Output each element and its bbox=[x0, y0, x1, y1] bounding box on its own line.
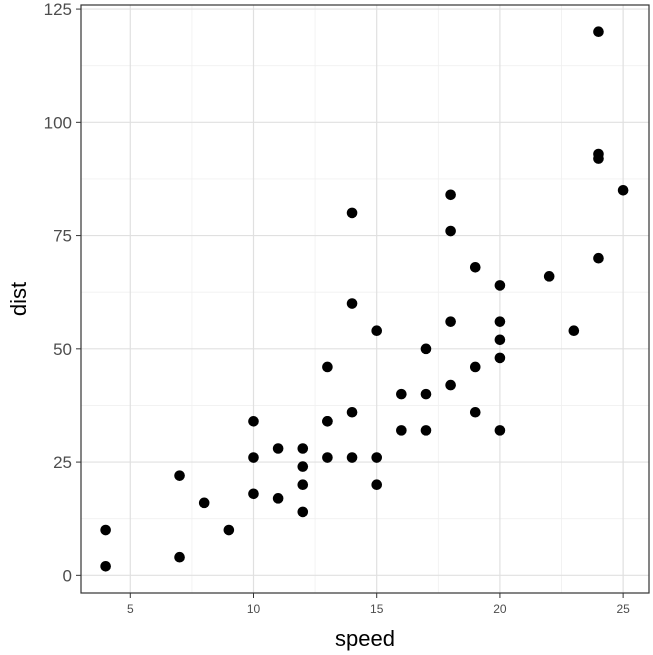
data-point bbox=[297, 479, 309, 491]
panel-border bbox=[80, 4, 650, 594]
data-point bbox=[469, 406, 481, 418]
data-point bbox=[248, 488, 259, 500]
data-point bbox=[494, 352, 506, 364]
data-point bbox=[223, 524, 235, 536]
x-tick-label: 5 bbox=[127, 602, 134, 616]
y-tick-label: 125 bbox=[44, 0, 72, 19]
data-point bbox=[494, 334, 506, 346]
data-point bbox=[445, 379, 456, 391]
data-point bbox=[346, 452, 358, 463]
data-point bbox=[346, 207, 358, 219]
data-point bbox=[617, 184, 629, 196]
data-point bbox=[445, 189, 456, 201]
data-point bbox=[420, 425, 432, 436]
data-point bbox=[371, 452, 383, 463]
data-point bbox=[297, 461, 309, 472]
x-tick-label: 15 bbox=[370, 602, 384, 616]
x-tick-label: 10 bbox=[247, 602, 261, 616]
data-point bbox=[494, 425, 506, 436]
data-point bbox=[420, 388, 432, 400]
data-point bbox=[593, 148, 604, 160]
y-tick-label: 25 bbox=[53, 453, 72, 472]
data-point bbox=[371, 479, 383, 491]
data-point bbox=[322, 452, 333, 463]
grid-lines bbox=[81, 5, 649, 593]
x-axis-title: speed bbox=[335, 626, 395, 651]
y-tick-label: 0 bbox=[63, 566, 72, 585]
x-tick-label: 20 bbox=[493, 602, 507, 616]
data-point bbox=[494, 280, 506, 291]
data-point bbox=[371, 325, 383, 337]
data-point bbox=[445, 316, 456, 327]
data-point bbox=[346, 406, 358, 418]
y-axis-title: dist bbox=[6, 282, 31, 316]
data-point bbox=[100, 524, 111, 536]
data-point bbox=[593, 26, 604, 38]
data-point bbox=[297, 506, 309, 518]
data-point bbox=[396, 425, 407, 436]
data-point bbox=[272, 493, 284, 504]
data-point bbox=[445, 225, 456, 237]
data-point bbox=[494, 316, 506, 327]
data-point bbox=[297, 443, 309, 454]
data-point bbox=[174, 551, 185, 563]
data-point bbox=[420, 343, 432, 355]
y-tick-label: 100 bbox=[44, 113, 72, 132]
data-point bbox=[248, 416, 259, 427]
data-point bbox=[469, 361, 481, 373]
x-axis-ticks: 5 10 15 20 25 bbox=[127, 593, 630, 616]
data-point bbox=[272, 443, 284, 454]
data-point bbox=[593, 252, 604, 264]
y-axis-ticks: 0 25 50 75 100 125 bbox=[44, 0, 81, 585]
x-tick-label: 25 bbox=[616, 602, 630, 616]
y-tick-label: 75 bbox=[53, 227, 72, 246]
data-point bbox=[396, 388, 407, 400]
data-point bbox=[322, 416, 333, 427]
data-point bbox=[322, 361, 333, 373]
data-point bbox=[100, 560, 111, 572]
data-point bbox=[248, 452, 259, 463]
data-points bbox=[100, 26, 629, 572]
data-point bbox=[198, 497, 210, 509]
data-point bbox=[568, 325, 580, 337]
data-point bbox=[174, 470, 185, 481]
data-point bbox=[469, 261, 481, 273]
data-point bbox=[543, 271, 555, 282]
data-point bbox=[346, 298, 358, 309]
y-tick-label: 50 bbox=[53, 340, 72, 359]
